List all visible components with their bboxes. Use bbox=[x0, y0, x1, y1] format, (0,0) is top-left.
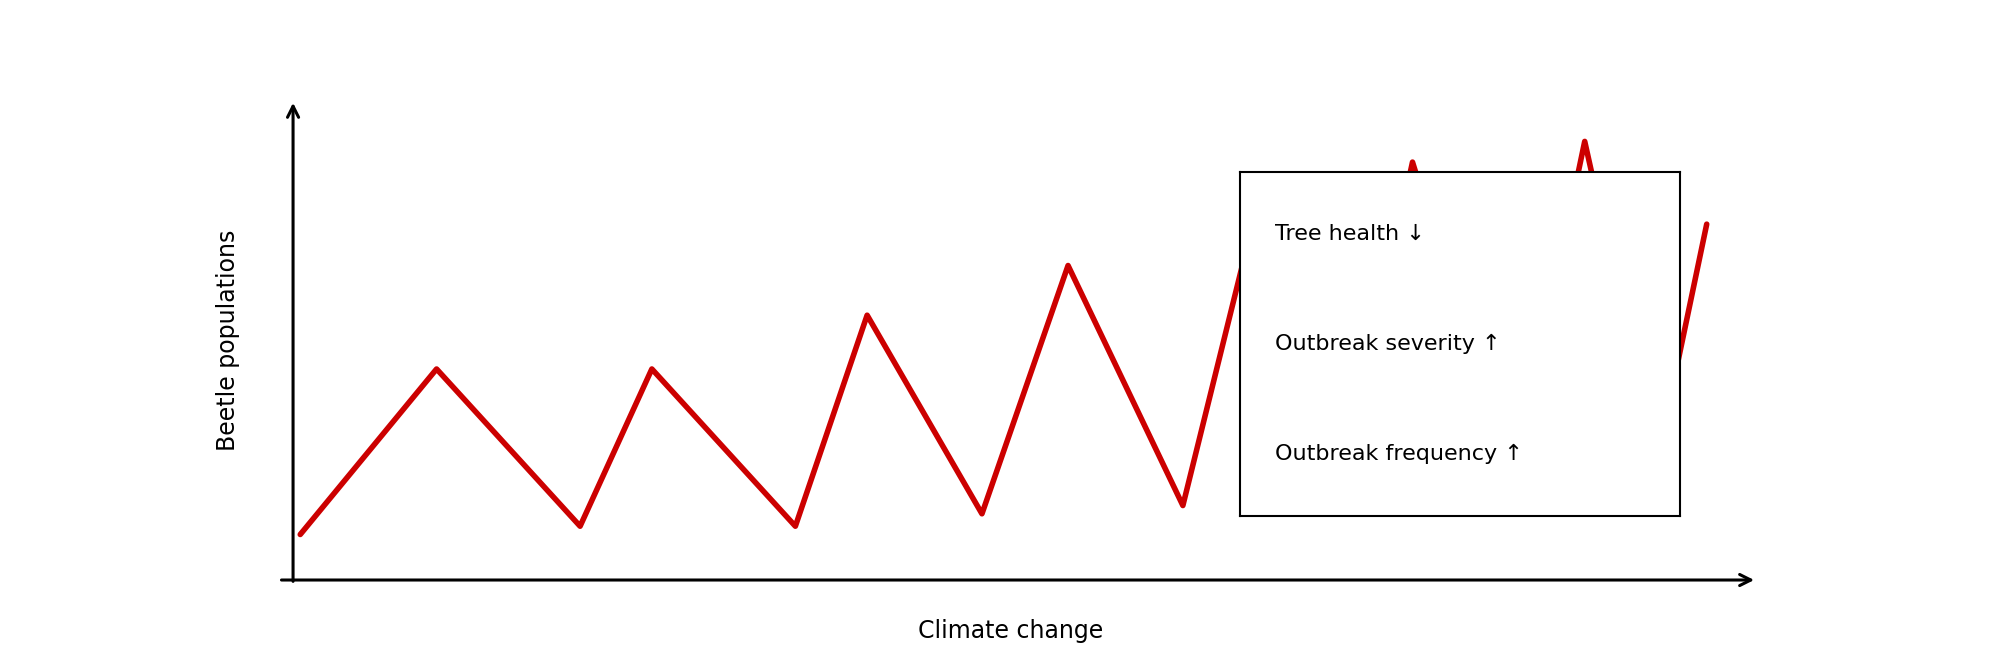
Text: Climate change: Climate change bbox=[918, 619, 1104, 643]
Text: Outbreak frequency ↑: Outbreak frequency ↑ bbox=[1276, 444, 1524, 464]
Text: Tree health ↓: Tree health ↓ bbox=[1276, 223, 1426, 244]
Text: Beetle populations: Beetle populations bbox=[216, 229, 240, 451]
Text: Outbreak severity ↑: Outbreak severity ↑ bbox=[1276, 334, 1500, 354]
